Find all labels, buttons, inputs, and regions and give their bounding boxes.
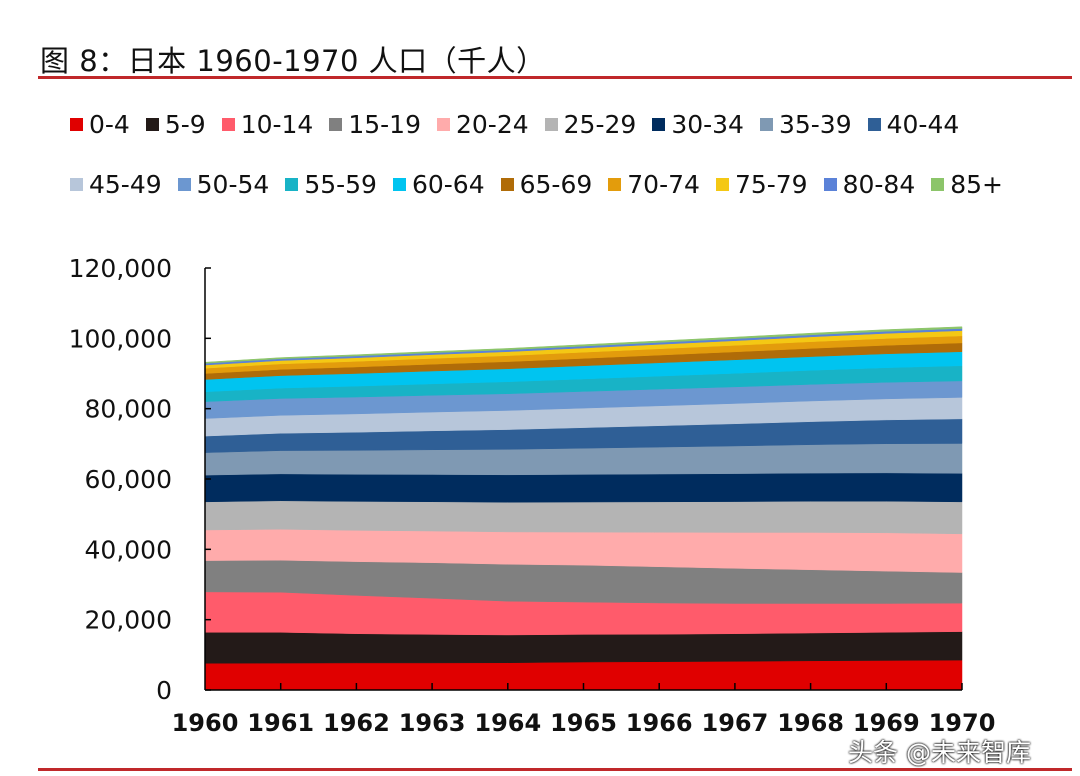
x-tick-label: 1969	[853, 709, 920, 737]
y-tick-label: 0	[156, 676, 172, 705]
legend-swatch	[145, 118, 159, 131]
legend-item: 55-59	[285, 170, 377, 199]
legend-label: 65-69	[519, 170, 593, 199]
legend-item: 75-79	[715, 170, 808, 199]
x-tick-label: 1961	[247, 709, 314, 737]
legend-item: 70-74	[608, 170, 700, 199]
legend-swatch	[544, 118, 558, 131]
legend-label: 50-54	[196, 170, 270, 199]
legend-swatch	[70, 178, 83, 191]
y-tick-label: 120,000	[69, 254, 172, 283]
legend-label: 35-39	[778, 110, 852, 139]
x-tick-label: 1970	[929, 709, 996, 737]
legend-item: 40-44	[867, 110, 960, 139]
y-tick-label: 40,000	[85, 535, 172, 564]
legend-swatch	[285, 178, 299, 191]
watermark: 头条 @未来智库	[848, 738, 1031, 767]
legend-label: 40-44	[886, 110, 960, 139]
legend-label: 85+	[950, 170, 1004, 199]
chart-title: 图 8：日本 1960-1970 人口（千人）	[40, 44, 546, 78]
legend-label: 60-64	[411, 170, 485, 199]
legend-item: 25-29	[544, 110, 637, 139]
y-tick-label: 80,000	[85, 395, 172, 424]
title-divider	[38, 76, 1072, 79]
legend-item: 30-34	[652, 110, 744, 139]
legend-swatch	[500, 178, 514, 191]
legend-item: 0-4	[70, 110, 130, 139]
legend-item: 80-84	[823, 170, 916, 199]
legend-swatch	[759, 118, 773, 131]
area-85plus	[204, 326, 963, 364]
legend-row-1: 0-4 5-9 10-14 15-19 20-24 25-29 30-34 35-39 40-4…	[70, 110, 1070, 139]
x-tick-label: 1962	[323, 709, 390, 737]
legend-swatch	[329, 118, 343, 131]
legend-label: 55-59	[304, 170, 377, 199]
legend-item: 85+	[931, 170, 1003, 199]
area-25-29	[204, 500, 963, 535]
legend-label: 30-34	[671, 110, 744, 139]
legend-swatch	[931, 178, 945, 191]
legend-label: 25-29	[563, 110, 637, 139]
y-tick-label: 20,000	[85, 606, 172, 635]
legend-swatch	[437, 118, 450, 131]
x-tick-label: 1963	[399, 709, 466, 737]
legend-item: 60-64	[392, 170, 485, 199]
y-tick-label: 60,000	[85, 465, 172, 494]
legend-item: 10-14	[221, 110, 314, 139]
legend-swatch	[392, 178, 406, 191]
legend-swatch	[70, 118, 83, 131]
legend-swatch	[652, 118, 666, 131]
legend-label: 45-49	[89, 170, 162, 199]
bottom-divider	[38, 768, 1072, 771]
legend-label: 20-24	[456, 110, 529, 139]
x-tick-label: 1967	[702, 709, 769, 737]
legend-swatch	[221, 118, 235, 131]
legend-label: 70-74	[627, 170, 700, 199]
x-tick-label: 1964	[474, 709, 541, 737]
x-tick-label: 1965	[550, 709, 617, 737]
legend-label: 15-19	[348, 110, 421, 139]
x-tick-label: 1966	[626, 709, 693, 737]
legend-item: 65-69	[500, 170, 593, 199]
legend-item: 50-54	[177, 170, 270, 199]
legend-item: 15-19	[329, 110, 421, 139]
legend-row-2: 45-49 50-54 55-59 60-64 65-69 70-74 75-79 80-84…	[70, 170, 1070, 199]
legend-item: 45-49	[70, 170, 162, 199]
legend-swatch	[867, 118, 881, 131]
legend-label: 10-14	[240, 110, 314, 139]
legend-item: 20-24	[437, 110, 529, 139]
y-tick-label: 100,000	[69, 324, 172, 353]
legend-swatch	[823, 178, 837, 191]
legend-swatch	[177, 178, 191, 191]
legend-label: 75-79	[734, 170, 808, 199]
legend-label: 80-84	[842, 170, 916, 199]
x-tick-label: 1968	[777, 709, 844, 737]
legend-label: 5-9	[164, 110, 206, 139]
legend-item: 5-9	[145, 110, 206, 139]
area-30-34	[204, 472, 963, 503]
legend-swatch	[715, 178, 729, 191]
area-5-9	[204, 631, 963, 664]
x-tick-label: 1960	[172, 709, 239, 737]
legend-item: 35-39	[759, 110, 852, 139]
legend-swatch	[608, 178, 622, 191]
legend-label: 0-4	[89, 110, 130, 139]
